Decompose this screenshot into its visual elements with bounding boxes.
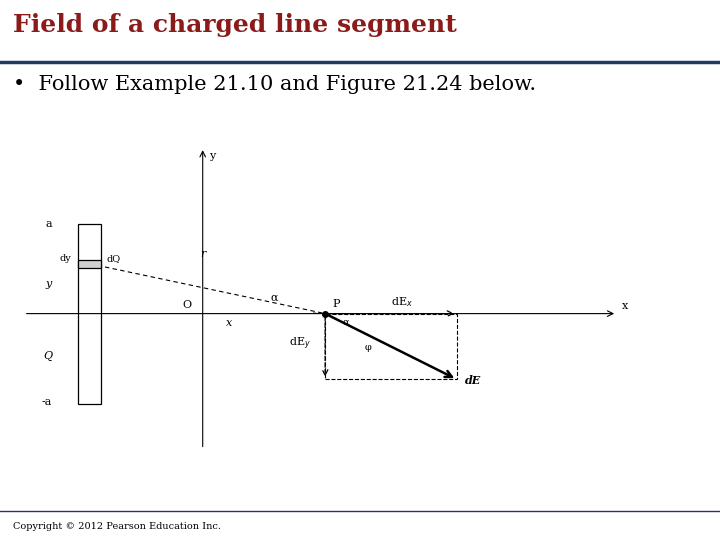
Text: r: r — [200, 249, 205, 260]
Text: dQ: dQ — [107, 254, 121, 263]
Text: y: y — [210, 151, 215, 161]
Text: φ: φ — [364, 343, 372, 352]
Text: x: x — [621, 301, 628, 310]
Text: dE: dE — [464, 375, 481, 386]
Text: dE$_y$: dE$_y$ — [289, 336, 311, 352]
Text: -a: -a — [42, 397, 52, 407]
Text: y: y — [46, 279, 52, 289]
Bar — [78, 260, 101, 268]
Text: P: P — [333, 299, 340, 309]
Text: O: O — [182, 300, 191, 310]
Text: Q: Q — [43, 350, 52, 361]
Text: Field of a charged line segment: Field of a charged line segment — [13, 13, 456, 37]
Bar — [325, 314, 457, 380]
Text: x: x — [226, 318, 233, 328]
Text: Copyright © 2012 Pearson Education Inc.: Copyright © 2012 Pearson Education Inc. — [13, 522, 221, 531]
Bar — [78, 224, 101, 404]
Text: dE$_x$: dE$_x$ — [391, 295, 413, 309]
Text: a: a — [45, 219, 52, 229]
Text: α: α — [342, 318, 348, 327]
Text: dy: dy — [59, 254, 71, 263]
Text: •  Follow Example 21.10 and Figure 21.24 below.: • Follow Example 21.10 and Figure 21.24 … — [13, 75, 536, 93]
Text: α: α — [271, 293, 278, 303]
